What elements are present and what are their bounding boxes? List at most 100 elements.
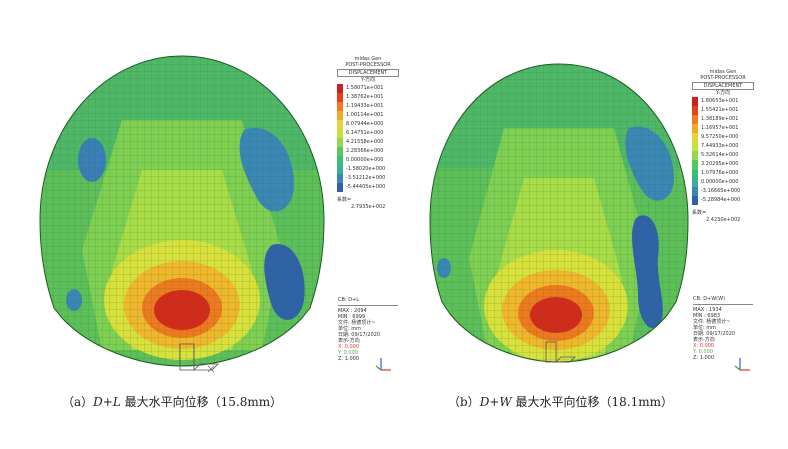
legend-value: 3.20295e+000: [701, 161, 739, 167]
legend-module: POST-PROCESSOR: [345, 62, 391, 68]
legend-b: midas Gen POST-PROCESSOR DISPLACEMENT Y-…: [692, 69, 754, 224]
legend-swatch: [692, 196, 698, 205]
legend-module: POST-PROCESSOR: [700, 75, 746, 81]
legend-row: 0.00000e+000: [337, 156, 399, 165]
legend-row: 1.07976e+000: [692, 169, 754, 178]
legend-scale-label: 系数=: [692, 210, 707, 216]
legend-row: 6.14751e+000: [337, 129, 399, 138]
info-view: 表示-方向: [338, 338, 360, 344]
legend-value: 0.00000e+000: [346, 157, 384, 163]
info-y: Y: 0.000: [338, 350, 358, 356]
legend-row: -1.58020e+000: [337, 165, 399, 174]
legend-value: 8.07944e+000: [346, 121, 384, 127]
info-min: MIN : 6983: [693, 313, 721, 319]
legend-row: 2.28366e+000: [337, 147, 399, 156]
legend-row: -5.28984e+000: [692, 196, 754, 205]
info-cb: CB: D+W(W): [693, 296, 726, 302]
legend-result: DISPLACEMENT: [692, 82, 754, 90]
info-max: MAX : 1934: [693, 307, 722, 313]
legend-row: 1.58071e+001: [337, 84, 399, 93]
legend-row: 1.19433e+001: [337, 102, 399, 111]
legend-a: midas Gen POST-PROCESSOR DISPLACEMENT Y-…: [337, 56, 399, 211]
legend-value: 1.00114e+001: [346, 112, 384, 118]
legend-swatch: [337, 147, 343, 156]
legend-component: Y-方向: [715, 90, 731, 96]
legend-value: 1.80653e+001: [701, 98, 739, 104]
legend-swatch: [692, 106, 698, 115]
legend-swatch: [337, 165, 343, 174]
caption-formula: D+W: [479, 395, 512, 409]
legend-swatch: [337, 84, 343, 93]
info-z: Z: 1.000: [693, 355, 715, 361]
legend-value: 1.38189e+001: [701, 116, 739, 122]
legend-value: 1.19433e+001: [346, 103, 384, 109]
dome-contour-plot-a[interactable]: [32, 50, 332, 370]
legend-rows: 1.80653e+001 1.55421e+001 1.38189e+001 1.16…: [692, 97, 754, 205]
caption-text: 最大水平向位移（18.1mm）: [511, 395, 673, 409]
caption-formula: D+L: [93, 395, 121, 409]
legend-value: -3.16665e+000: [701, 188, 741, 194]
legend-row: 9.57250e+000: [692, 133, 754, 142]
legend-row: -3.51212e+000: [337, 174, 399, 183]
legend-value: -5.28984e+000: [701, 197, 741, 203]
legend-value: 9.57250e+000: [701, 134, 739, 140]
legend-swatch: [337, 102, 343, 111]
legend-row: 7.44933e+000: [692, 142, 754, 151]
legend-value: 1.07976e+000: [701, 170, 739, 176]
legend-swatch: [692, 169, 698, 178]
legend-row: 1.16957e+001: [692, 124, 754, 133]
legend-swatch: [692, 178, 698, 187]
legend-value: 1.16957e+001: [701, 125, 739, 131]
legend-scale-label: 系数=: [337, 197, 352, 203]
legend-row: 1.00114e+001: [337, 111, 399, 120]
legend-value: 1.38762e+001: [346, 94, 384, 100]
info-y: Y: 0.000: [693, 349, 713, 355]
legend-value: 5.32614e+000: [701, 152, 739, 158]
info-file: 文件: 杨德顶计~: [338, 320, 376, 326]
legend-swatch: [337, 138, 343, 147]
dome-contour-plot-b[interactable]: [424, 58, 694, 368]
legend-swatch: [692, 142, 698, 151]
legend-row: 0.00000e+000: [692, 178, 754, 187]
legend-row: -5.44405e+000: [337, 183, 399, 192]
info-panel-a: CB: D+L MAX : 2094 MIN : 6999 文件: 杨德顶计~ …: [338, 297, 398, 362]
info-cb: CB: D+L: [338, 297, 360, 303]
caption-b: （b）D+W 最大水平向位移（18.1mm）: [448, 393, 673, 410]
legend-value: 4.21558e+000: [346, 139, 384, 145]
legend-result: DISPLACEMENT: [337, 69, 399, 77]
info-min: MIN : 6999: [338, 314, 366, 320]
legend-swatch: [337, 111, 343, 120]
caption-a: （a）D+L 最大水平向位移（15.8mm）: [62, 393, 282, 410]
legend-row: 5.32614e+000: [692, 151, 754, 160]
info-date: 日期: 09/17/2020: [338, 332, 381, 338]
panel-a: midas Gen POST-PROCESSOR DISPLACEMENT Y-…: [32, 50, 399, 410]
info-unit: 单位: mm: [338, 326, 362, 332]
legend-swatch: [692, 151, 698, 160]
legend-swatch: [337, 183, 343, 192]
legend-value: 6.14751e+000: [346, 130, 384, 136]
legend-value: 7.44933e+000: [701, 143, 739, 149]
panel-b: midas Gen POST-PROCESSOR DISPLACEMENT Y-…: [400, 0, 788, 449]
legend-row: 8.07944e+000: [337, 120, 399, 129]
legend-row: 1.55421e+001: [692, 106, 754, 115]
legend-row: 4.21558e+000: [337, 138, 399, 147]
legend-value: 1.58071e+001: [346, 85, 384, 91]
axis-icon-b: [734, 358, 750, 371]
legend-swatch: [692, 115, 698, 124]
legend-value: -1.58020e+000: [346, 166, 386, 172]
legend-swatch: [337, 156, 343, 165]
legend-swatch: [337, 93, 343, 102]
legend-value: 1.55421e+001: [701, 107, 739, 113]
legend-component: Y-方向: [360, 77, 376, 83]
legend-swatch: [337, 129, 343, 138]
info-x: X: 0.000: [693, 343, 715, 349]
info-panel-b: CB: D+W(W) MAX : 1934 MIN : 6983 文件: 杨德顶…: [693, 296, 753, 361]
axis-triad-b: [545, 341, 576, 363]
caption-text: 最大水平向位移（15.8mm）: [120, 395, 283, 409]
legend-value: -5.44405e+000: [346, 184, 386, 190]
info-date: 日期: 09/17/2020: [693, 331, 736, 337]
legend-swatch: [692, 133, 698, 142]
legend-software: midas Gen: [709, 69, 737, 75]
axis-triad-a: [179, 343, 219, 373]
info-file: 文件: 杨德顶计~: [693, 319, 731, 325]
